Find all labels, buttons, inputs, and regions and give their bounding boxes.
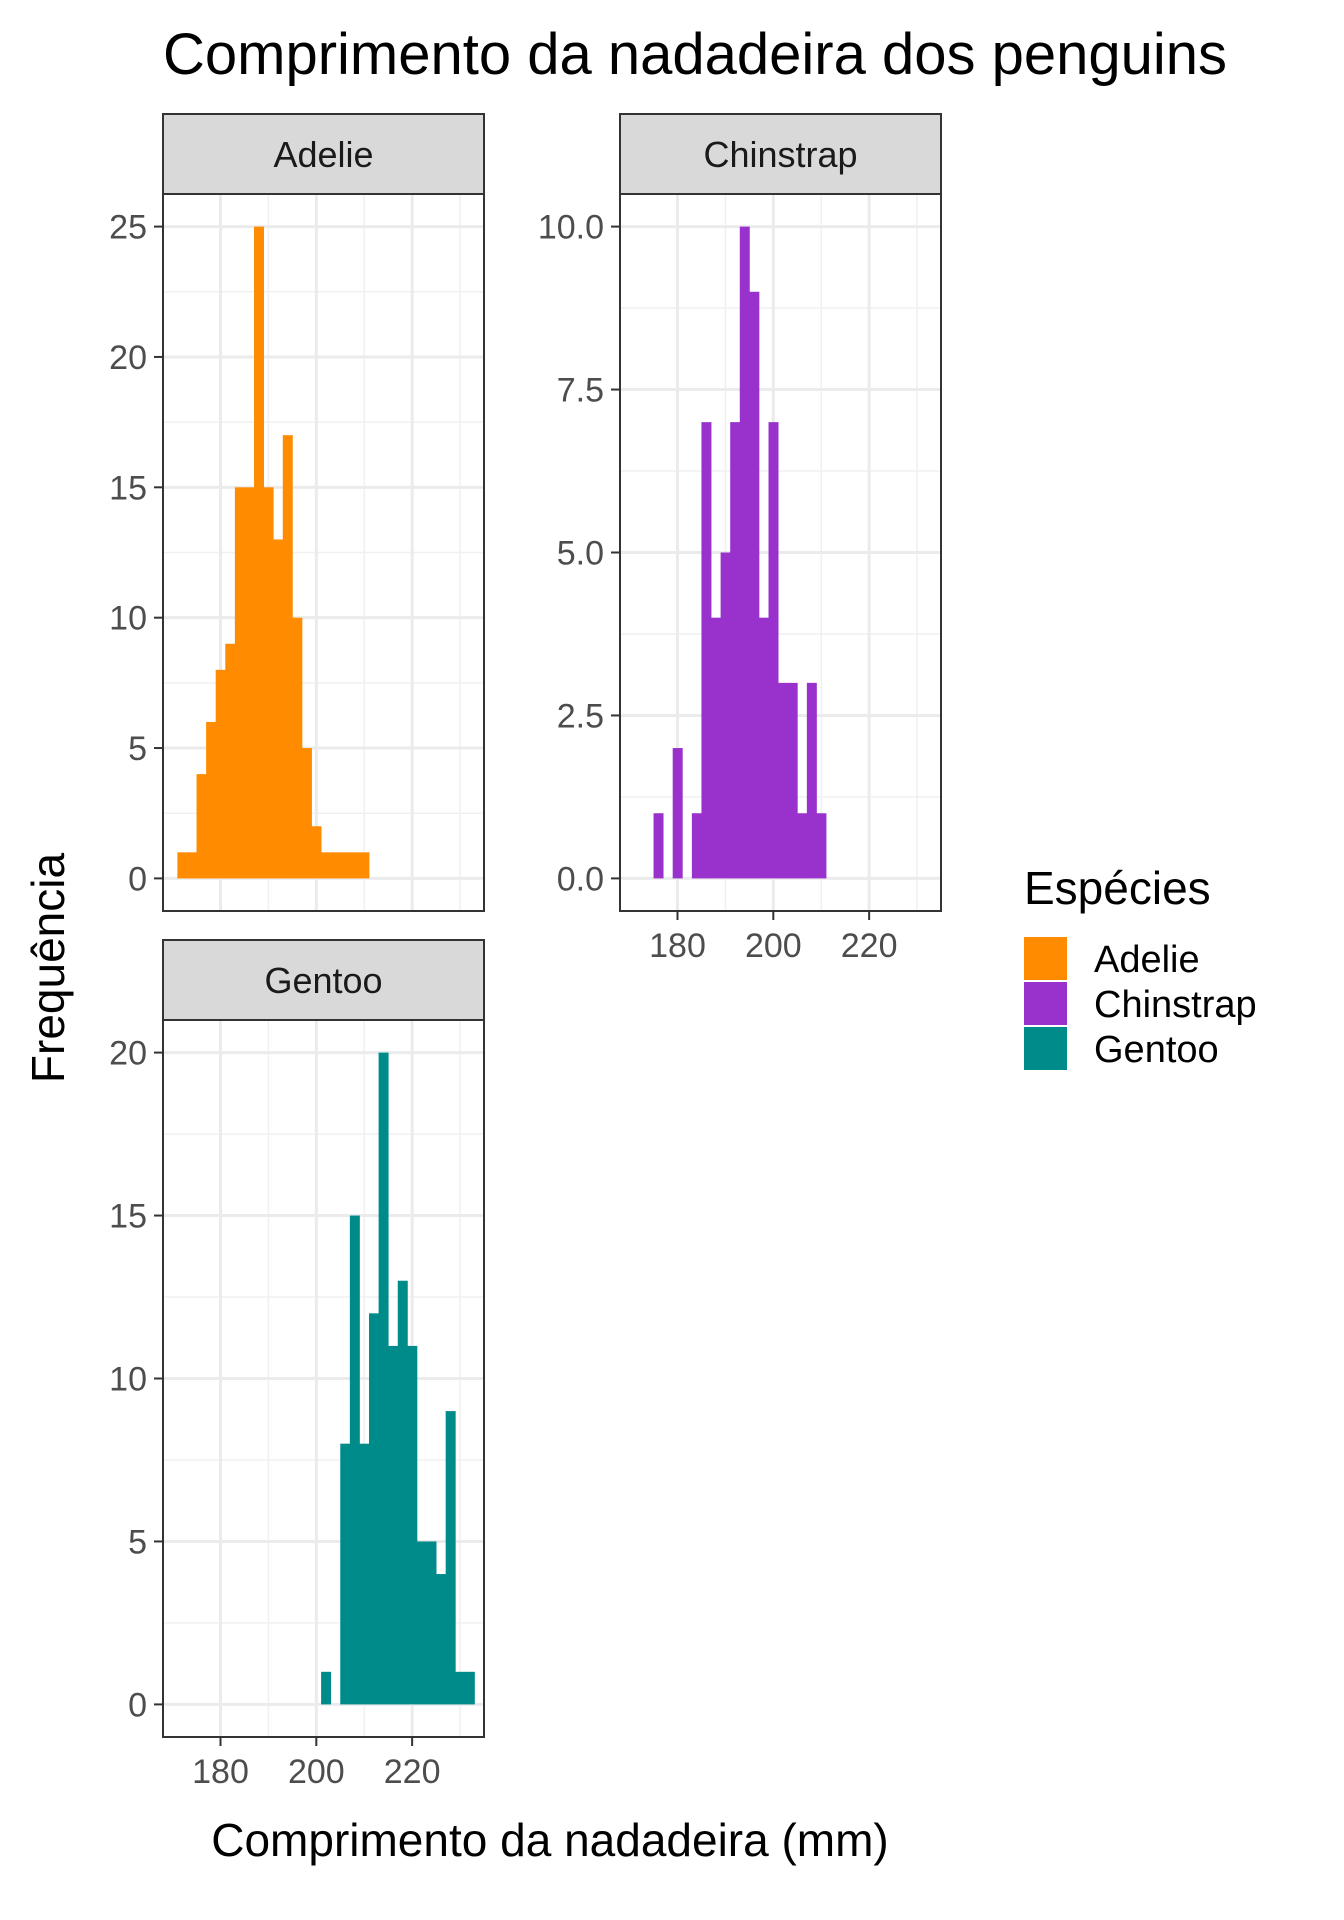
legend-swatch (1024, 937, 1067, 980)
histogram-bar (758, 617, 769, 879)
histogram-bar (720, 552, 731, 879)
histogram-bar (455, 1671, 466, 1705)
histogram-bar (369, 1313, 379, 1705)
x-tick-label: 220 (841, 927, 898, 965)
histogram-bar (816, 813, 827, 879)
facet-panels: Adelie 0 5 10 15 20 25 Chinstrap 0.0 2.5 5.0 7.5 10.… (109, 113, 942, 1791)
histogram-bar (691, 813, 702, 879)
histogram-bar (378, 1052, 389, 1705)
legend-label: Chinstrap (1094, 984, 1257, 1026)
histogram-bar (321, 852, 332, 879)
histogram-bar (254, 226, 265, 879)
y-tick-label: 0 (128, 860, 147, 898)
histogram-bar (464, 1671, 475, 1705)
histogram-bar (292, 617, 303, 879)
legend-swatch (1024, 1027, 1067, 1070)
facet-panel-chinstrap: Chinstrap 0.0 2.5 5.0 7.5 10.0 180 200 220 (538, 113, 942, 965)
histogram-bar (215, 669, 226, 879)
legend-label: Gentoo (1094, 1029, 1219, 1071)
histogram-bar (426, 1541, 437, 1705)
facet-strip-label: Gentoo (264, 960, 382, 1001)
histogram-bar (225, 643, 236, 879)
x-tick-label: 200 (745, 927, 802, 965)
histogram-bar (234, 487, 245, 879)
histogram-bar (321, 1671, 332, 1705)
facet-strip (162, 939, 485, 1021)
histogram-bar (186, 852, 197, 879)
y-tick-label: 10 (109, 1361, 147, 1399)
histogram-bar (749, 291, 760, 879)
histogram-bar (263, 487, 274, 879)
histogram-bar (196, 774, 207, 879)
histogram-bar (359, 852, 370, 879)
facet-panel-gentoo: Gentoo 0 5 10 15 20 180 200 220 (109, 939, 485, 1791)
histogram-bar (445, 1411, 456, 1705)
y-tick-label: 0 (128, 1686, 147, 1724)
histogram-bar (359, 1443, 370, 1705)
histogram-bar (407, 1345, 418, 1705)
y-tick-label: 20 (109, 1035, 147, 1073)
histogram-bar (177, 852, 188, 879)
histogram-bar (653, 813, 664, 879)
x-tick-label: 220 (384, 1753, 441, 1791)
histogram-bar (701, 422, 712, 879)
histogram-bar (282, 435, 293, 879)
histogram-bar (206, 721, 217, 879)
histogram-bar (311, 826, 322, 879)
histogram-bar (349, 1215, 360, 1705)
histogram-bar (806, 682, 817, 879)
x-tick-label: 180 (649, 927, 706, 965)
y-tick-label: 5 (128, 1523, 147, 1561)
y-tick-label: 15 (109, 1198, 147, 1236)
histogram-bar (730, 422, 741, 879)
histogram-bar (340, 852, 351, 879)
histogram-bar (436, 1574, 447, 1705)
histogram-bar (349, 852, 360, 879)
histogram-bar (388, 1345, 399, 1705)
histogram-bar (301, 748, 312, 879)
facet-strip (162, 113, 485, 195)
y-tick-label: 25 (109, 209, 147, 247)
histogram-bar (711, 617, 722, 879)
y-tick-label: 10 (109, 600, 147, 638)
x-tick-label: 180 (192, 1753, 249, 1791)
histogram-bar (768, 422, 779, 879)
histogram-bar (739, 226, 750, 879)
facet-panel-adelie: Adelie 0 5 10 15 20 25 (109, 113, 485, 912)
y-tick-label: 15 (109, 469, 147, 507)
histogram-bar (416, 1541, 427, 1705)
histogram-bar (672, 748, 683, 879)
facet-strip-label: Chinstrap (703, 134, 857, 175)
histogram-bar (273, 539, 284, 879)
histogram-bar (787, 682, 798, 879)
legend-title: Espécies (1024, 862, 1211, 914)
histogram-bar (330, 852, 341, 879)
legend-swatch (1024, 982, 1067, 1025)
y-tick-label: 20 (109, 339, 147, 377)
y-tick-label: 10.0 (538, 209, 604, 247)
chart-title: Comprimento da nadadeira dos penguins (163, 22, 1227, 87)
x-axis-title: Comprimento da nadadeira (mm) (211, 1814, 889, 1866)
y-tick-label: 5 (128, 730, 147, 768)
legend-label: Adelie (1094, 939, 1200, 981)
y-tick-label: 0.0 (557, 860, 604, 898)
y-tick-label: 5.0 (557, 535, 604, 573)
histogram-bar (340, 1443, 351, 1705)
facet-strip (619, 113, 942, 195)
histogram-bar (778, 682, 789, 879)
histogram-bar (244, 487, 255, 879)
facet-strip-label: Adelie (273, 134, 373, 175)
histogram-bar (397, 1280, 408, 1705)
y-tick-label: 7.5 (557, 372, 604, 410)
histogram-bar (797, 813, 808, 879)
x-tick-label: 200 (288, 1753, 345, 1791)
y-tick-label: 2.5 (557, 697, 604, 735)
y-axis-title: Frequência (22, 853, 74, 1084)
